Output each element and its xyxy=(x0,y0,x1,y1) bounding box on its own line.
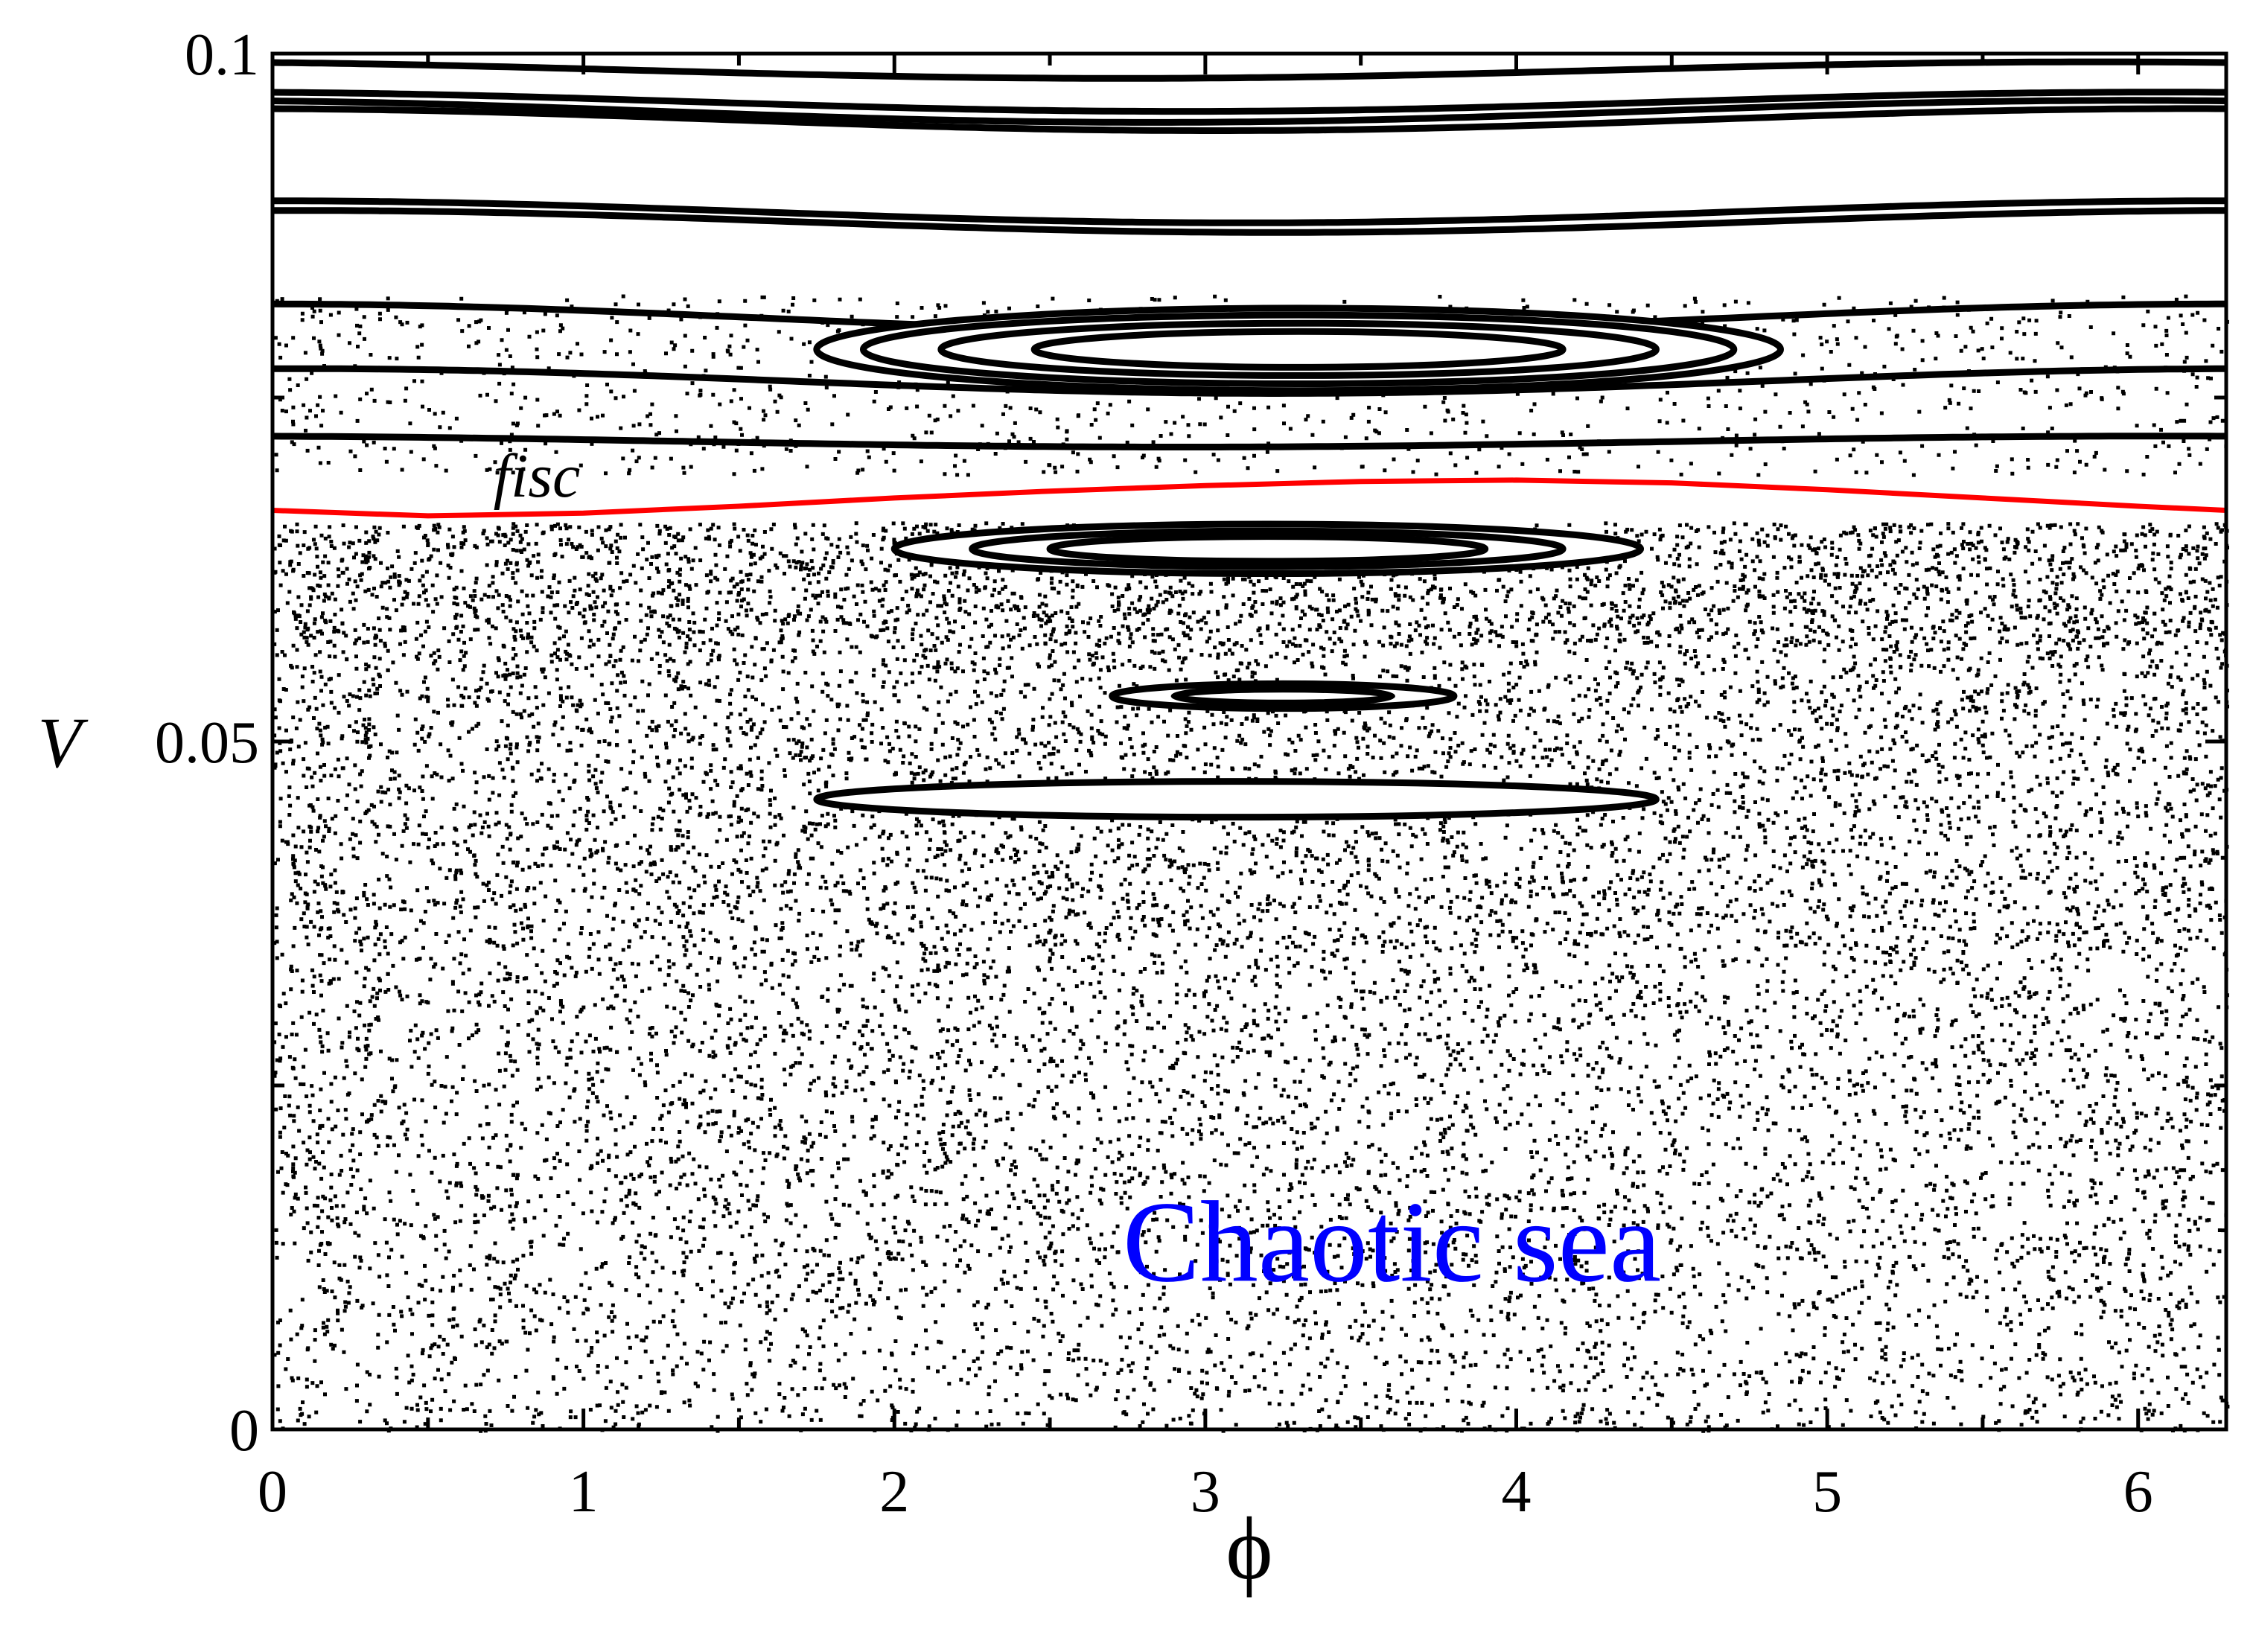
axis-ticks xyxy=(270,51,2226,1432)
x-axis-label: ϕ xyxy=(1226,1499,1272,1598)
y-axis-label: V xyxy=(38,703,89,782)
x-tick-label: 1 xyxy=(569,1459,599,1525)
island-orbit xyxy=(1030,328,1567,371)
x-tick-label: 6 xyxy=(2123,1459,2153,1525)
island-orbit xyxy=(1170,686,1395,707)
annotation-fisc: fisc xyxy=(494,441,581,511)
island-orbit xyxy=(813,778,1660,821)
invariant-curve xyxy=(272,58,2227,82)
y-tick-label: 0 xyxy=(229,1398,259,1464)
invariant-curve xyxy=(272,97,2227,126)
periodic-islands xyxy=(813,304,1784,821)
scatter-points xyxy=(273,294,2230,1433)
invariant-curve xyxy=(272,89,2226,115)
tick-labels: 0 1 2 3 4 5 6 0 0.05 0.1 xyxy=(155,22,2153,1525)
fisc-curve xyxy=(272,477,2227,519)
island-orbit xyxy=(1046,533,1489,565)
chaotic-sea-points xyxy=(273,294,2230,1433)
invariant-curves xyxy=(272,58,2227,450)
annotation-chaotic-sea: Chaotic sea xyxy=(1123,1177,1661,1306)
y-tick-label: 0.1 xyxy=(185,22,259,88)
invariant-curve xyxy=(272,197,2226,226)
x-tick-label: 0 xyxy=(258,1459,287,1525)
fisc-line xyxy=(272,477,2227,519)
invariant-curve xyxy=(273,207,2227,236)
x-tick-label: 3 xyxy=(1191,1459,1220,1525)
y-tick-label: 0.05 xyxy=(155,710,259,776)
x-tick-label: 4 xyxy=(1501,1459,1531,1525)
invariant-curve xyxy=(272,105,2226,134)
x-tick-label: 5 xyxy=(1812,1459,1842,1525)
invariant-curve xyxy=(272,433,2226,450)
x-tick-label: 2 xyxy=(879,1459,909,1525)
